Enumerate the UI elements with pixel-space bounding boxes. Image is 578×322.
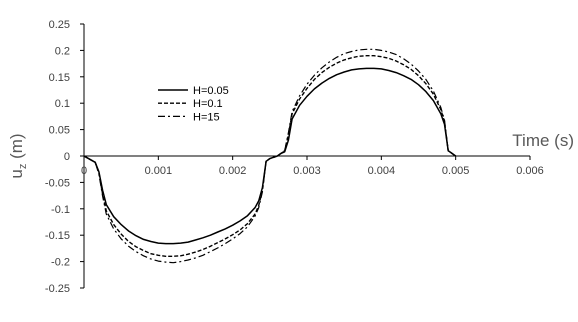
legend-label-1: H=0.05 xyxy=(193,85,229,97)
x-tick-label: 0.005 xyxy=(442,165,470,177)
y-axis-title-unit: (m) xyxy=(7,133,26,163)
y-ticks: 0.25 0.2 0.15 0.1 0.05 0 -0.05 -0.1 -0.15 -0.2 -0.… xyxy=(45,19,84,295)
legend-label-3: H=15 xyxy=(193,111,220,123)
x-tick-label: 0 xyxy=(81,165,87,177)
y-tick-label: 0.25 xyxy=(49,19,70,31)
y-tick-label: 0.05 xyxy=(49,125,70,137)
y-tick-label: 0.2 xyxy=(55,45,70,57)
legend: H=0.05H=0.1H=15 xyxy=(158,85,229,123)
series-lines xyxy=(83,48,457,264)
y-tick-label: 0 xyxy=(64,151,70,163)
x-tick-label: 0.003 xyxy=(293,165,321,177)
y-tick-label: 0.1 xyxy=(55,98,70,110)
y-axis-title-subscript: z xyxy=(17,164,29,170)
x-tick-label: 0.006 xyxy=(516,165,544,177)
x-ticks: 0 0.001 0.002 0.003 0.004 0.005 0.006 xyxy=(81,156,544,177)
y-tick-label: 0.15 xyxy=(49,72,70,84)
y-tick-label: -0.1 xyxy=(51,204,70,216)
x-axis-title: Time (s) xyxy=(512,131,574,150)
series-line-3 xyxy=(83,48,457,264)
y-tick-label: -0.05 xyxy=(45,177,70,189)
y-tick-label: -0.2 xyxy=(51,257,70,269)
y-axis-title-main: u xyxy=(7,169,26,178)
legend-label-2: H=0.1 xyxy=(193,98,223,110)
x-tick-label: 0.002 xyxy=(219,165,247,177)
y-tick-label: -0.25 xyxy=(45,283,70,295)
x-tick-label: 0.001 xyxy=(145,165,173,177)
x-tick-label: 0.004 xyxy=(368,165,396,177)
y-tick-label: -0.15 xyxy=(45,230,70,242)
y-axis-title: uz (m) xyxy=(7,133,29,178)
